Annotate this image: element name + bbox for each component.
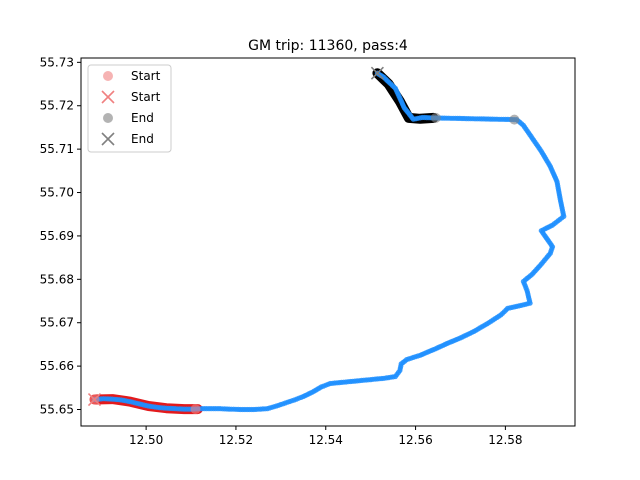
legend-box — [87, 64, 172, 153]
marker-layer — [87, 66, 520, 415]
legend-x-icon — [101, 132, 115, 146]
x-tick-label: 12.54 — [309, 433, 343, 447]
start-circle-marker — [190, 404, 201, 415]
y-tick-label: 55.70 — [40, 186, 74, 200]
y-tick-label: 55.73 — [40, 55, 74, 69]
x-axis: 12.50 12.52 12.54 12.56 12.58 — [129, 426, 523, 447]
chart-title: GM trip: 11360, pass:4 — [248, 38, 408, 54]
legend-label: End — [131, 132, 154, 146]
plot-frame — [80, 57, 576, 427]
plot-area — [87, 66, 567, 415]
y-tick-label: 55.66 — [40, 359, 74, 373]
legend-circle-icon — [103, 113, 113, 123]
legend-label: Start — [131, 90, 161, 104]
y-axis: 55.65 55.66 55.67 55.68 55.69 55.70 55.71 55.72… — [40, 55, 81, 417]
legend-label: Start — [131, 69, 161, 83]
y-tick-label: 55.68 — [40, 272, 74, 286]
x-tick-label: 12.56 — [398, 433, 432, 447]
legend-circle-icon — [103, 71, 113, 81]
y-tick-label: 55.72 — [40, 99, 74, 113]
legend-label: End — [131, 111, 154, 125]
legend-x-icon — [101, 90, 115, 104]
gps-points-layer — [91, 70, 567, 413]
x-marker-stroke — [101, 90, 115, 104]
end-x-marker — [370, 66, 384, 80]
x-marker-stroke — [370, 66, 384, 80]
x-marker-stroke — [101, 132, 115, 146]
y-tick-label: 55.71 — [40, 142, 74, 156]
x-tick-label: 12.52 — [219, 433, 253, 447]
y-tick-label: 55.69 — [40, 229, 74, 243]
x-tick-label: 12.50 — [129, 433, 163, 447]
end-circle-marker — [430, 112, 441, 123]
end-circle-marker — [509, 114, 520, 125]
start-x-marker — [87, 392, 102, 407]
x-tick-label: 12.58 — [488, 433, 522, 447]
x-marker-stroke — [87, 392, 102, 407]
legend: Start Start End End — [87, 64, 172, 153]
y-tick-label: 55.67 — [40, 316, 74, 330]
y-tick-label: 55.65 — [40, 403, 74, 417]
